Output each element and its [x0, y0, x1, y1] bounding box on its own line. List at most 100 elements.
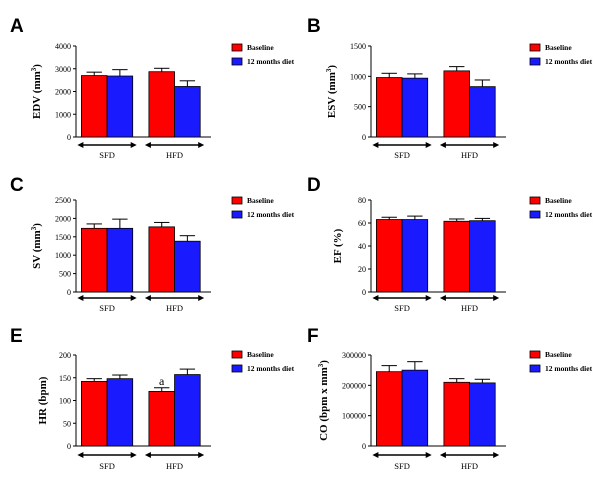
y-axis-label: SV (mm3): [30, 223, 43, 269]
chart-panel-f: F 0 100000 200000 300000 CO (bpm x mm3) SFD HFD…: [307, 326, 593, 471]
bar-hfd-baseline: [148, 226, 175, 293]
bar-sfd-baseline: [81, 227, 108, 293]
y-axis-label: EDV (mm3): [30, 64, 43, 119]
group-arrow-head-right: [425, 452, 432, 458]
group-arrow-head-right: [493, 142, 500, 148]
group-label-hfd: HFD: [166, 461, 183, 471]
panel-letter: B: [307, 16, 321, 37]
bar-sfd-diet: [106, 227, 134, 293]
bar-hfd-baseline: [443, 220, 470, 293]
legend-label-diet: 12 months diet: [247, 210, 295, 219]
bar-hfd-diet: [469, 220, 496, 293]
y-tick-label: 100000: [342, 412, 366, 421]
group-label-sfd: SFD: [394, 461, 410, 471]
group-label-sfd: SFD: [99, 150, 115, 160]
bar-sfd-diet: [106, 378, 134, 447]
group-arrow-head-left: [372, 295, 379, 301]
group-arrow-head-right: [198, 295, 205, 301]
bar-hfd-diet: [174, 240, 201, 293]
bar-sfd-baseline: [81, 380, 108, 447]
chart-panel-b: B 0 500 1000 1500 ESV (mm3) SFD HFD Baseline 12 m…: [307, 16, 593, 160]
legend-label-diet: 12 months diet: [545, 57, 593, 66]
y-tick-label: 0: [67, 133, 71, 142]
y-tick-label: 1500: [350, 42, 366, 51]
bar-hfd-baseline: [443, 70, 470, 138]
group-arrow-head-left: [439, 295, 446, 301]
legend-label-diet: 12 months diet: [545, 364, 593, 373]
group-arrow-head-right: [493, 295, 500, 301]
group-arrow-head-left: [77, 295, 84, 301]
group-label-sfd: SFD: [394, 303, 410, 313]
legend-swatch-baseline: [529, 43, 541, 52]
legend-label-diet: 12 months diet: [545, 210, 593, 219]
y-axis-label: EF (%): [332, 228, 344, 263]
legend-swatch-diet: [529, 364, 541, 373]
y-tick-label: 4000: [55, 42, 71, 51]
legend-swatch-diet: [529, 57, 541, 66]
y-tick-label: 500: [59, 270, 71, 279]
y-tick-label: 2000: [55, 214, 71, 223]
significance-annotation: a: [159, 374, 165, 388]
y-tick-label: 200: [59, 351, 71, 360]
y-axis-label: ESV (mm3): [325, 65, 338, 118]
legend-swatch-diet: [529, 210, 541, 219]
group-arrow-head-right: [425, 295, 432, 301]
y-tick-label: 300000: [342, 351, 366, 360]
y-tick-label: 3000: [55, 65, 71, 74]
chart-panel-a: A 0 1000 2000 3000 4000 EDV (mm3) SFD HFD Baselin…: [10, 16, 295, 160]
bar-sfd-baseline: [81, 75, 108, 138]
group-arrow-head-right: [198, 452, 205, 458]
legend-swatch-baseline: [231, 196, 243, 205]
panel-letter: F: [307, 326, 319, 347]
group-label-sfd: SFD: [99, 303, 115, 313]
y-tick-label: 40: [358, 242, 366, 251]
bar-hfd-baseline: [443, 381, 470, 447]
panel-letter: C: [10, 175, 24, 196]
legend-swatch-baseline: [529, 350, 541, 359]
y-tick-label: 1000: [350, 72, 366, 81]
y-axis-label: CO (bpm x mm3): [317, 360, 330, 441]
bar-hfd-diet: [469, 86, 496, 138]
y-tick-label: 80: [358, 196, 366, 205]
legend-label-diet: 12 months diet: [247, 364, 295, 373]
legend-swatch-baseline: [529, 196, 541, 205]
y-tick-label: 0: [362, 133, 366, 142]
legend-swatch-diet: [231, 364, 243, 373]
legend-label-baseline: Baseline: [247, 196, 274, 205]
y-tick-label: 0: [67, 442, 71, 451]
group-arrow-head-right: [130, 142, 137, 148]
group-arrow-head-left: [144, 142, 151, 148]
y-tick-label: 100: [59, 397, 71, 406]
group-arrow-head-left: [144, 452, 151, 458]
group-label-hfd: HFD: [461, 461, 478, 471]
y-tick-label: 50: [63, 419, 71, 428]
group-arrow-head-right: [130, 295, 137, 301]
group-arrow-head-right: [425, 142, 432, 148]
y-axis-label: HR (bpm): [37, 376, 49, 424]
legend-label-baseline: Baseline: [545, 43, 572, 52]
bar-sfd-baseline: [375, 219, 403, 293]
group-arrow-head-left: [372, 142, 379, 148]
group-label-hfd: HFD: [166, 150, 183, 160]
y-tick-label: 200000: [342, 381, 366, 390]
y-tick-label: 0: [362, 288, 366, 297]
bar-sfd-diet: [401, 77, 429, 138]
y-tick-label: 1000: [55, 251, 71, 260]
bar-sfd-diet: [401, 369, 429, 447]
legend-swatch-diet: [231, 57, 243, 66]
y-tick-label: 0: [67, 288, 71, 297]
chart-panel-c: C 0 500 1000 1500 2000 2500 SV (mm3) SFD HFD Basel…: [10, 175, 295, 313]
y-tick-label: 500: [354, 103, 366, 112]
bar-sfd-baseline: [375, 371, 403, 447]
legend-label-diet: 12 months diet: [247, 57, 295, 66]
group-arrow-head-left: [439, 142, 446, 148]
legend-label-baseline: Baseline: [247, 43, 274, 52]
group-arrow-head-right: [130, 452, 137, 458]
panel-letter: A: [10, 16, 24, 37]
bar-sfd-diet: [106, 75, 134, 138]
group-label-hfd: HFD: [166, 303, 183, 313]
group-label-hfd: HFD: [461, 150, 478, 160]
y-tick-label: 60: [358, 219, 366, 228]
y-tick-label: 1000: [55, 110, 71, 119]
